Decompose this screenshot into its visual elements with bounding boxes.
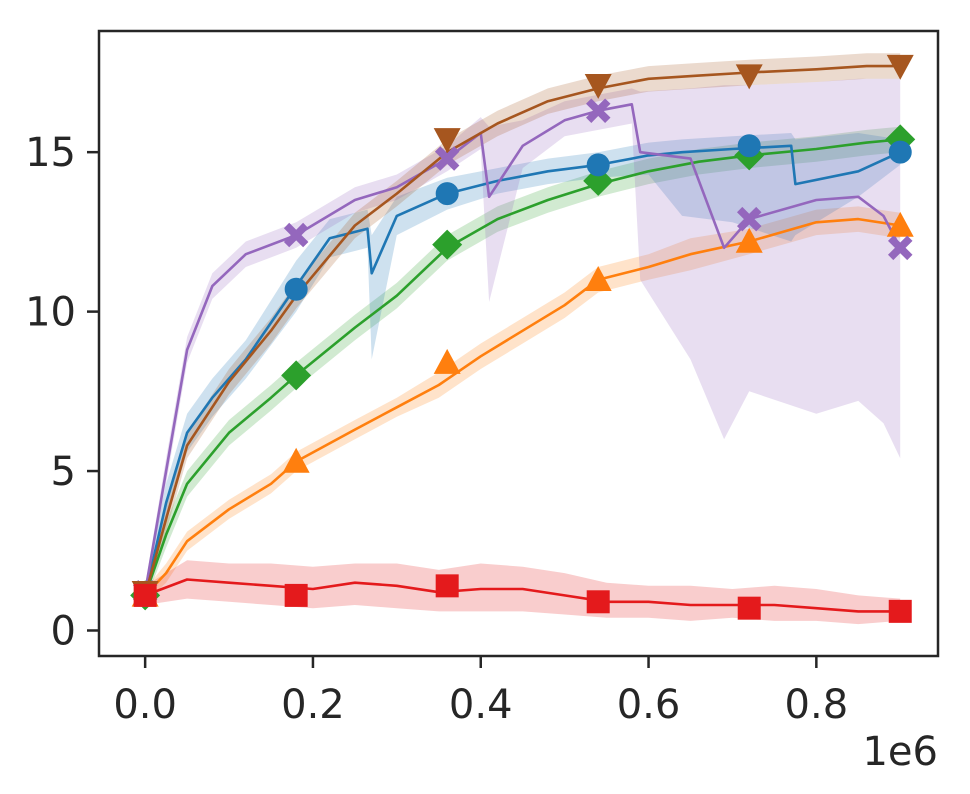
- series-2-marker: [586, 153, 610, 177]
- y-tick-label: 0: [51, 608, 76, 654]
- series-5-marker: [586, 590, 610, 614]
- x-tick-label: 0.0: [113, 682, 177, 728]
- series-markers: [130, 54, 916, 623]
- x-tick-label: 0.4: [449, 682, 513, 728]
- x-axis: 0.0 0.2 0.4 0.6 0.8: [113, 656, 848, 728]
- x-tick-label: 0.8: [785, 682, 849, 728]
- series-5-marker: [737, 596, 761, 620]
- series-5-marker: [435, 574, 459, 598]
- series-5-marker: [133, 583, 157, 607]
- series-0-marker: [584, 266, 612, 291]
- plot-frame: [97, 29, 940, 658]
- series-4-marker: [735, 64, 763, 90]
- series-3-marker: [887, 235, 913, 261]
- x-tick-label: 0.2: [281, 682, 345, 728]
- series-1-marker: [281, 360, 312, 391]
- y-axis: 0 5 10 15: [25, 130, 99, 654]
- series-5-marker: [284, 583, 308, 607]
- series-0-marker: [735, 227, 763, 253]
- series-3-marker: [434, 146, 460, 171]
- series-2-marker: [284, 277, 308, 301]
- series-4-marker: [433, 128, 461, 154]
- series-0-marker: [886, 211, 914, 237]
- series-4-line: [143, 64, 901, 596]
- series-3-line: [143, 103, 902, 593]
- series-5-band: [145, 560, 901, 625]
- series-5-line: [144, 578, 901, 613]
- series-4-marker: [886, 54, 914, 80]
- series-0-marker: [282, 447, 310, 473]
- series-0-line: [144, 217, 901, 597]
- x-tick-label: 0.6: [617, 682, 681, 728]
- series-3-marker: [283, 222, 309, 248]
- series-3-band: [145, 78, 901, 599]
- x-offset-label: 1e6: [862, 729, 938, 775]
- series-5-marker: [888, 599, 912, 623]
- y-tick-label: 5: [51, 449, 76, 495]
- series-1-marker: [432, 229, 463, 260]
- series-2-marker: [737, 134, 761, 158]
- series-0-marker: [433, 348, 461, 374]
- series-3-marker: [736, 206, 762, 232]
- series-2-marker: [435, 182, 459, 206]
- series-3-marker: [585, 98, 611, 124]
- y-tick-label: 15: [25, 130, 76, 176]
- series-2-marker: [888, 140, 912, 164]
- series-4-marker: [584, 73, 612, 99]
- y-tick-label: 10: [25, 290, 76, 336]
- confidence-bands: [145, 53, 901, 625]
